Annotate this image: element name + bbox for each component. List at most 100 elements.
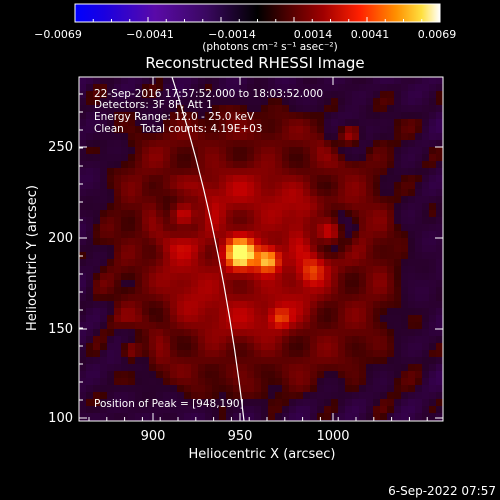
- heatmap-cell: [254, 238, 261, 245]
- heatmap-cell: [303, 364, 310, 371]
- heatmap-cell: [121, 259, 128, 266]
- heatmap-cell: [401, 210, 408, 217]
- heatmap-cell: [275, 371, 282, 378]
- heatmap-cell: [324, 364, 331, 371]
- heatmap-cell: [212, 168, 219, 175]
- heatmap-cell: [100, 238, 107, 245]
- heatmap-cell: [135, 252, 142, 259]
- heatmap-cell: [254, 266, 261, 273]
- heatmap-cell: [408, 91, 415, 98]
- heatmap-cell: [149, 140, 156, 147]
- heatmap-cell: [177, 336, 184, 343]
- heatmap-cell: [408, 210, 415, 217]
- heatmap-cell: [366, 406, 373, 413]
- heatmap-cell: [345, 105, 352, 112]
- heatmap-cell: [387, 210, 394, 217]
- heatmap-cell: [289, 259, 296, 266]
- heatmap-cell: [380, 322, 387, 329]
- heatmap-cell: [86, 301, 93, 308]
- heatmap-cell: [317, 175, 324, 182]
- heatmap-cell: [233, 252, 240, 259]
- heatmap-cell: [121, 329, 128, 336]
- heatmap-cell: [331, 287, 338, 294]
- heatmap-cell: [345, 133, 352, 140]
- heatmap-cell: [345, 77, 352, 84]
- heatmap-cell: [422, 364, 429, 371]
- heatmap-cell: [317, 413, 324, 420]
- heatmap-cell: [240, 154, 247, 161]
- heatmap-cell: [387, 301, 394, 308]
- heatmap-cell: [345, 357, 352, 364]
- heatmap-cell: [422, 371, 429, 378]
- heatmap-cell: [317, 308, 324, 315]
- heatmap-cell: [121, 294, 128, 301]
- heatmap-cell: [415, 385, 422, 392]
- heatmap-cell: [436, 266, 443, 273]
- heatmap-cell: [261, 133, 268, 140]
- heatmap-cell: [317, 133, 324, 140]
- heatmap-cell: [275, 413, 282, 420]
- heatmap-cell: [212, 371, 219, 378]
- heatmap-cell: [226, 322, 233, 329]
- heatmap-cell: [338, 378, 345, 385]
- heatmap-cell: [352, 252, 359, 259]
- heatmap-cell: [86, 385, 93, 392]
- heatmap-cell: [324, 147, 331, 154]
- heatmap-cell: [422, 231, 429, 238]
- heatmap-cell: [86, 238, 93, 245]
- heatmap-cell: [373, 77, 380, 84]
- heatmap-cell: [261, 203, 268, 210]
- heatmap-cell: [114, 252, 121, 259]
- heatmap-cell: [289, 287, 296, 294]
- heatmap-cell: [359, 126, 366, 133]
- heatmap-cell: [345, 126, 352, 133]
- heatmap-cell: [93, 413, 100, 420]
- heatmap-cell: [100, 119, 107, 126]
- heatmap-cell: [422, 266, 429, 273]
- heatmap-cell: [177, 154, 184, 161]
- heatmap-cell: [415, 182, 422, 189]
- heatmap-cell: [107, 154, 114, 161]
- heatmap-cell: [303, 182, 310, 189]
- heatmap-cell: [177, 98, 184, 105]
- heatmap-cell: [373, 189, 380, 196]
- heatmap-cell: [373, 154, 380, 161]
- heatmap-cell: [121, 238, 128, 245]
- heatmap-cell: [149, 161, 156, 168]
- heatmap-cell: [212, 392, 219, 399]
- heatmap-cell: [100, 133, 107, 140]
- heatmap-cell: [317, 140, 324, 147]
- heatmap-cell: [261, 371, 268, 378]
- heatmap-cell: [191, 119, 198, 126]
- heatmap-cell: [317, 350, 324, 357]
- heatmap-cell: [114, 175, 121, 182]
- heatmap-cell: [184, 105, 191, 112]
- heatmap-cell: [212, 196, 219, 203]
- heatmap-cell: [79, 77, 86, 84]
- heatmap-cell: [394, 399, 401, 406]
- heatmap-cell: [226, 329, 233, 336]
- heatmap-cell: [184, 392, 191, 399]
- heatmap-cell: [79, 182, 86, 189]
- heatmap-cell: [317, 196, 324, 203]
- heatmap-cell: [289, 126, 296, 133]
- heatmap-cell: [170, 112, 177, 119]
- heatmap-cell: [303, 203, 310, 210]
- heatmap-cell: [247, 77, 254, 84]
- heatmap-cell: [345, 385, 352, 392]
- heatmap-cell: [212, 280, 219, 287]
- heatmap-cell: [198, 336, 205, 343]
- heatmap-cell: [93, 343, 100, 350]
- heatmap-cell: [205, 217, 212, 224]
- heatmap-cell: [331, 273, 338, 280]
- heatmap-cell: [296, 294, 303, 301]
- heatmap-cell: [408, 308, 415, 315]
- heatmap-cell: [380, 315, 387, 322]
- heatmap-cell: [121, 336, 128, 343]
- heatmap-cell: [422, 147, 429, 154]
- heatmap-cell: [191, 399, 198, 406]
- heatmap-cell: [205, 203, 212, 210]
- heatmap-cell: [198, 273, 205, 280]
- heatmap-cell: [170, 385, 177, 392]
- heatmap-cell: [128, 294, 135, 301]
